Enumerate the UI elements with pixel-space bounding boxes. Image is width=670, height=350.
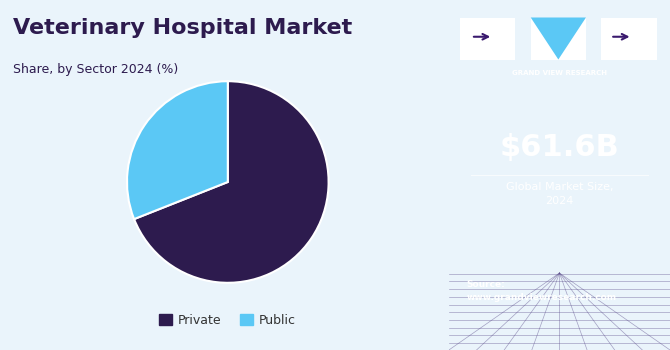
Text: Share, by Sector 2024 (%): Share, by Sector 2024 (%) bbox=[13, 63, 179, 76]
Text: GRAND VIEW RESEARCH: GRAND VIEW RESEARCH bbox=[512, 70, 607, 76]
Text: Global Market Size,
2024: Global Market Size, 2024 bbox=[506, 182, 613, 206]
Wedge shape bbox=[127, 81, 228, 219]
FancyBboxPatch shape bbox=[460, 18, 515, 60]
Text: Veterinary Hospital Market: Veterinary Hospital Market bbox=[13, 18, 352, 37]
Wedge shape bbox=[134, 81, 328, 283]
FancyBboxPatch shape bbox=[602, 18, 657, 60]
Text: Source:
www.grandviewresearch.com: Source: www.grandviewresearch.com bbox=[466, 280, 616, 301]
FancyBboxPatch shape bbox=[531, 18, 586, 60]
Legend: Private, Public: Private, Public bbox=[154, 309, 302, 332]
Polygon shape bbox=[531, 18, 586, 60]
Text: $61.6B: $61.6B bbox=[500, 133, 619, 162]
